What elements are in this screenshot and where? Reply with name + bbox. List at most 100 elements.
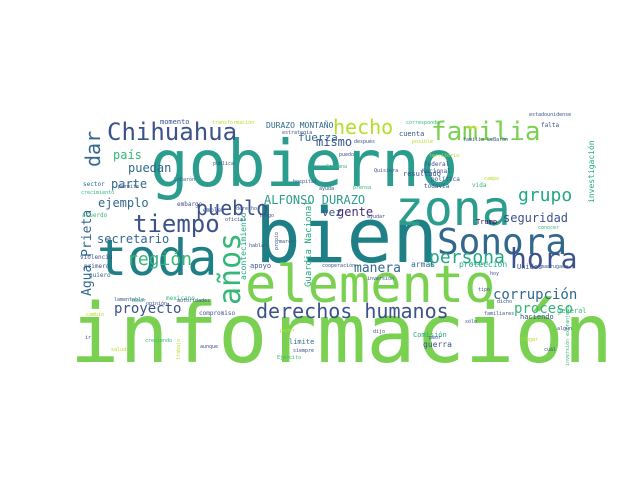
word-todo: todo (466, 125, 478, 131)
word-comisión: Comisión (413, 331, 447, 339)
word-permite: permite (118, 184, 139, 190)
word-general: general (557, 307, 587, 315)
word-durazo-montaño: DURAZO MONTAÑO (266, 120, 334, 130)
word-país: país (113, 148, 142, 162)
word-todavía: todavía (424, 183, 450, 190)
word-campo: campo (484, 176, 499, 182)
word-compromiso: compromiso (199, 310, 236, 317)
word-grupo: grupo (518, 185, 572, 206)
word-posible: posible (412, 139, 433, 145)
word-siempre: siempre (293, 348, 314, 354)
word-secretario: secretario (97, 232, 169, 246)
word-tengo: tengo (259, 213, 274, 219)
word-información: información (70, 287, 613, 382)
word-toda: toda (97, 229, 217, 287)
word-oficial: oficial (225, 217, 246, 223)
word-embargo: embargo (177, 201, 203, 208)
word-guerra: guerra (423, 340, 452, 349)
word-manera: manera (354, 261, 401, 276)
word-región: región (127, 249, 192, 270)
word-proyecto: proyecto (114, 301, 181, 317)
word-política: política (431, 176, 460, 183)
word-conocer: conocer (538, 225, 559, 231)
word-guardia-nacional: Guardia Nacional (304, 200, 314, 287)
word-haciendo: haciendo (520, 313, 554, 321)
word-momento: momento (160, 118, 190, 126)
word-cooperación: cooperación (322, 262, 355, 269)
word-tiempo: tiempo (133, 210, 220, 238)
word-familia-lebarón: familia LeBarón (463, 136, 508, 143)
word-proceso: proceso (514, 301, 573, 317)
word-salud: salud (111, 347, 126, 353)
word-propio: propio (274, 232, 280, 250)
word-falta: falta (541, 122, 559, 129)
word-estadounidense: estadounidense (529, 112, 571, 118)
word-quisiera: Quisiera (374, 168, 398, 174)
word-lamentable: lamentable (114, 297, 144, 303)
word-opinión: opinión (146, 300, 167, 307)
word-años: años (213, 233, 248, 305)
word-apoyo: apoyo (250, 262, 271, 270)
word-acontecimiento: acontecimiento (239, 212, 248, 280)
word-hoy: hoy (490, 271, 499, 277)
word-federal: Federal (424, 161, 450, 168)
word-sonora: Sonora (437, 222, 567, 263)
word-cuenta: cuenta (399, 130, 424, 138)
word-familia: familia (431, 117, 541, 147)
word-ayudar: ayudar (367, 214, 385, 220)
word-pública: pública (213, 160, 234, 167)
word-aunque: aunque (200, 344, 218, 350)
word-protección: protección (459, 259, 507, 269)
word-creciendo: creciendo (145, 338, 172, 344)
word-inversión: inversión (367, 275, 394, 282)
word-inversión-extranjera: inversión extranjera (564, 306, 571, 366)
word-trabajo: trabajo (176, 339, 182, 360)
word-poder: poder (280, 328, 295, 334)
word-lebarón: LeBarón (174, 176, 195, 183)
word-quiero: quiero (89, 272, 111, 279)
word-puedo: puedo (339, 152, 354, 158)
word-gente: gente (337, 205, 373, 219)
word-gobierno: gobierno (150, 128, 458, 202)
word-vida: vida (472, 182, 487, 189)
word-sector: sector (83, 181, 105, 188)
word-territorio: territorio (429, 153, 459, 159)
word-familiares: familiares (484, 311, 514, 317)
word-peor: peor (429, 335, 441, 341)
word-ejemplo: ejemplo (98, 196, 149, 210)
word-pueblo: pueblo (196, 196, 268, 220)
word-trump: Trump (476, 218, 497, 226)
word-agua-prieta: Agua Prieta (80, 210, 95, 296)
word-galeana: Galeana (326, 164, 347, 170)
word-prensa: prensa (353, 185, 371, 191)
word-hecho: hecho (333, 115, 393, 139)
word-violencia: violencia (80, 254, 113, 261)
word-armas: armas (411, 260, 435, 269)
word-unidos: Unidos (517, 263, 542, 271)
word-después: después (354, 138, 375, 145)
word-mexicano: mexicano (166, 295, 195, 302)
word-elemento: elemento (245, 255, 495, 315)
word-mismo: mismo (316, 135, 352, 149)
word-límite: límite (289, 338, 314, 346)
word-ciudad: ciudad (470, 261, 488, 267)
word-dijo: dijo (373, 329, 385, 335)
word-derecho: derecho (236, 206, 257, 212)
word-bien: bien (255, 191, 438, 280)
word-marco: marco (279, 239, 294, 245)
word-zona: zona (395, 181, 511, 237)
word-dicho: dicho (497, 299, 512, 305)
word-tomar: tomar (131, 298, 146, 304)
word-cambio: cambio (86, 312, 104, 318)
word-dar: dar (81, 131, 105, 167)
word-puedan: puedan (128, 161, 171, 175)
word-algún: algún (557, 325, 572, 332)
word-autoridades: autoridades (177, 298, 210, 304)
word-corrupción: corrupción (493, 287, 577, 303)
word-cuál: cuál (544, 346, 556, 353)
word-ejército: Ejército (277, 354, 301, 361)
word-derechos-humanos: derechos humanos (256, 299, 449, 323)
word-corresponde: corresponde (406, 120, 439, 126)
